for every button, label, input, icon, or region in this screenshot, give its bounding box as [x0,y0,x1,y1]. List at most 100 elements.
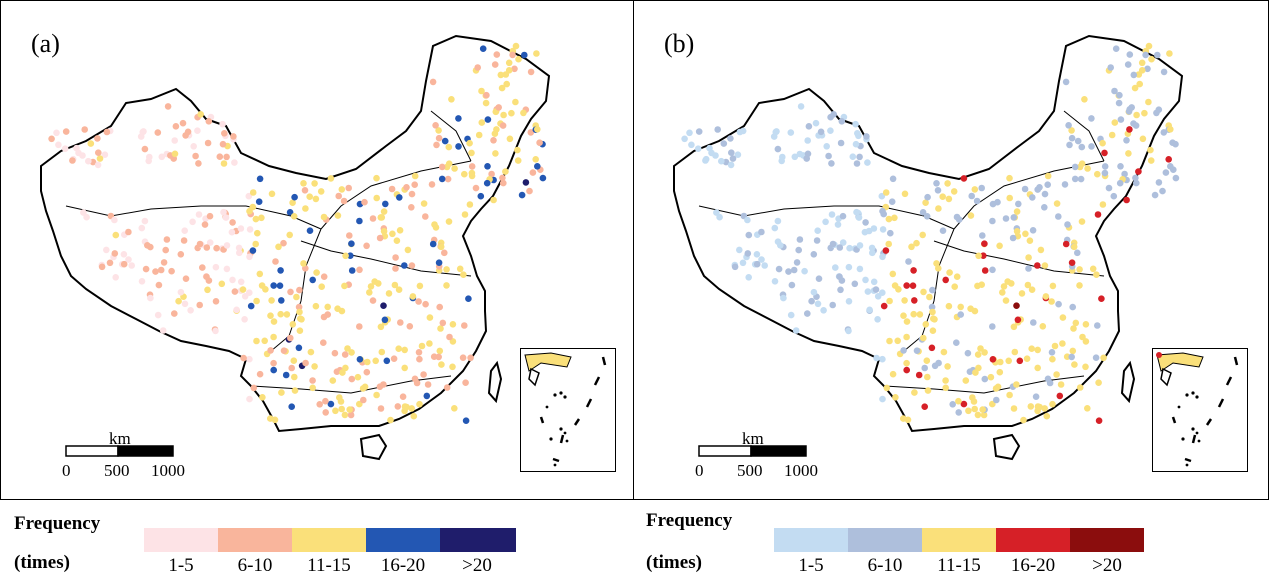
station-dot [195,211,203,218]
station-dot [182,275,190,283]
station-dot [882,189,890,196]
station-dot [296,327,304,335]
station-dot [490,137,497,144]
station-dot [411,181,419,188]
station-dot [187,307,194,314]
station-dot [435,127,442,134]
scale-unit: km [109,429,131,448]
station-dot [856,265,864,273]
station-dot [289,321,297,328]
station-dot [856,153,863,161]
station-dot [345,184,353,192]
station-dot [922,321,930,328]
station-dot [222,214,230,221]
station-dot [246,355,253,363]
station-dot [1138,59,1146,67]
station-dot [744,250,752,257]
station-dot [823,143,830,150]
station-dot [443,384,451,391]
station-dot [327,400,335,408]
station-dot [953,213,961,221]
station-dot [184,128,192,136]
station-dot [282,371,290,379]
station-dot [441,137,449,145]
station-dot [1133,111,1140,119]
station-dot [290,213,298,220]
station-dot [1124,61,1132,68]
scale-tick-500: 500 [737,461,763,480]
legend-swatch-gt20 [440,528,516,552]
station-dot [338,405,346,413]
station-dot [291,387,299,394]
station-dot [1136,80,1143,88]
station-dot [462,417,470,425]
station-dot [1044,172,1052,180]
station-dot [423,392,431,400]
station-dot [822,218,829,226]
station-dot [416,355,423,363]
station-dot [372,357,380,365]
station-dot [994,198,1001,206]
station-dot [532,156,539,163]
legend-swatch-1-5 [144,528,218,552]
station-dot [905,258,912,265]
map-panel-b: (b) [634,0,1269,500]
station-dot [87,140,95,147]
station-dot [369,297,377,304]
station-dot [903,318,911,325]
station-dot [1093,271,1100,279]
station-dot [401,346,409,354]
station-dot [1005,357,1012,365]
station-dot [483,179,491,187]
station-dot [406,323,414,330]
station-dot [713,209,720,216]
station-dot [921,403,928,411]
station-dot [296,286,303,294]
station-dot [981,349,988,356]
station-dot [1133,179,1140,187]
station-dot [296,308,303,316]
station-dot [1123,196,1130,204]
station-dot [753,251,761,258]
legend-label: 1-5 [798,555,824,576]
station-dot [346,232,353,239]
station-dot [845,263,853,271]
station-dot [882,247,890,254]
station-dot [1036,184,1043,191]
station-dot [478,87,485,95]
station-dot [495,104,503,111]
station-dot [276,282,284,290]
station-dot [410,412,418,420]
station-dot [879,355,886,363]
station-dot [885,240,892,248]
station-dot [980,252,987,259]
station-dot [1144,65,1151,73]
station-dot [461,322,468,329]
station-dot [154,129,162,136]
station-dot [1098,295,1105,303]
station-dot [942,384,949,392]
station-dot [874,293,882,300]
station-dot [391,281,399,289]
station-dot [171,150,179,158]
station-dot [160,259,168,266]
station-dot [924,193,931,201]
scale-tick-1000: 1000 [784,461,818,480]
station-dot [1041,262,1049,269]
station-dot [1041,190,1049,198]
station-dot [779,153,786,161]
station-dot [1021,185,1029,193]
station-dot [491,61,499,68]
station-dot [1128,104,1135,111]
station-dot [1094,211,1102,218]
station-dot [347,411,355,419]
station-dot [141,145,149,153]
legend-swatch-16-20 [996,528,1070,552]
station-dot [245,192,253,200]
station-dot [401,403,409,410]
station-dot [974,351,982,358]
station-dot [825,152,832,160]
station-dot [1099,139,1106,147]
station-dot [1147,157,1155,164]
station-dot [775,265,783,273]
